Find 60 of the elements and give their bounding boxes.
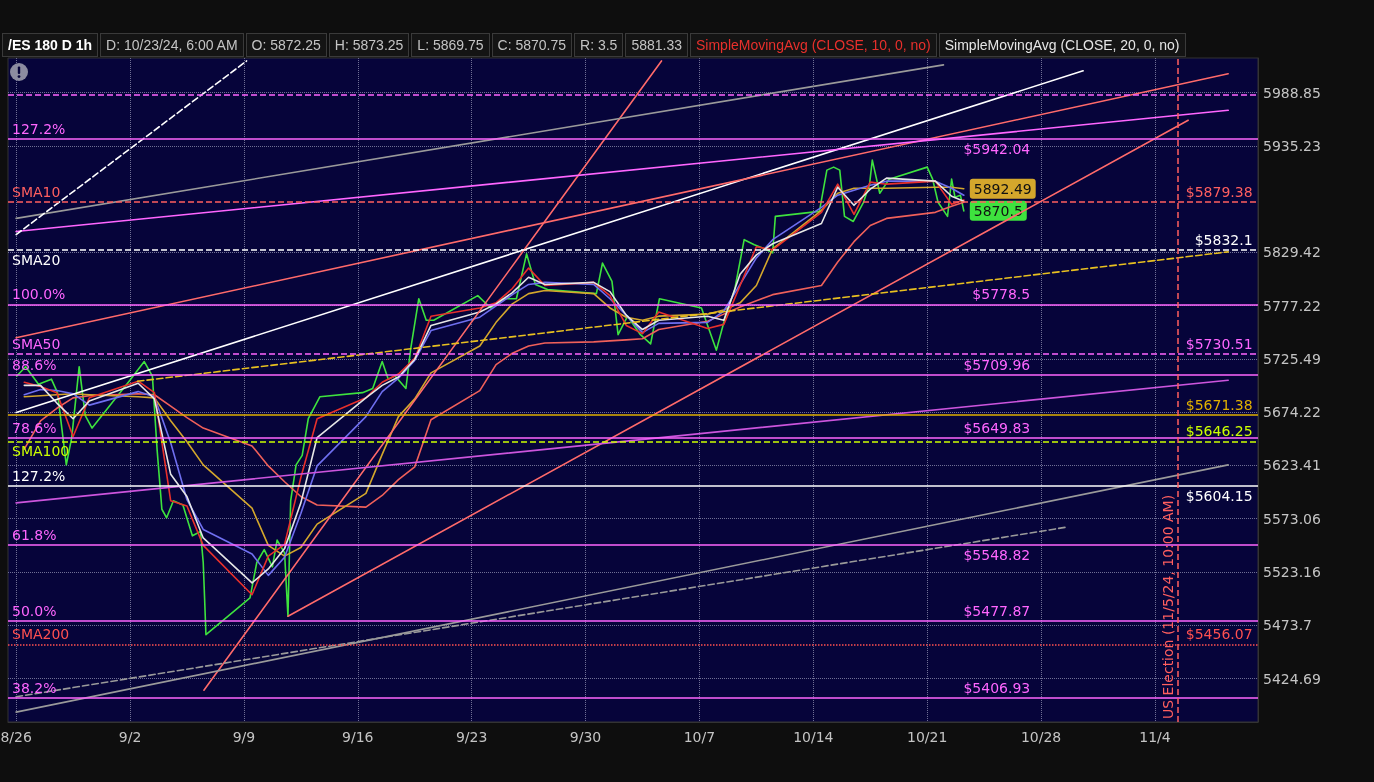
y-tick-label: 5424.69 — [1263, 670, 1321, 687]
x-tick-label: 9/9 — [232, 729, 256, 745]
annotation: 100.0% — [12, 286, 66, 303]
annotation: $5832.1 — [1194, 231, 1253, 248]
annotation: 61.8% — [12, 526, 57, 543]
y-tick-label: 5573.06 — [1263, 510, 1321, 527]
ref-line-label: US Election (11/5/24, 10:00 AM) — [1160, 494, 1177, 719]
x-tick-label: 8/26 — [0, 729, 32, 745]
y-tick-label: 5725.49 — [1263, 350, 1321, 367]
annotation: 127.2% — [12, 121, 66, 138]
text: C: 5870.75 — [491, 33, 573, 57]
annotation: 127.2% — [12, 467, 66, 484]
y-tick-label: 5988.85 — [1263, 84, 1321, 101]
text: H: 5873.25 — [328, 33, 410, 57]
x-tick-label: 10/21 — [907, 729, 948, 745]
annotation: $5671.38 — [1185, 397, 1253, 414]
data-label: 5870.5 — [973, 202, 1023, 219]
annotation: SMA20 — [12, 251, 61, 268]
x-tick-label: 9/2 — [118, 729, 142, 745]
annotation: SMA10 — [12, 183, 61, 200]
annotation: $5649.83 — [963, 419, 1031, 436]
annotation: $5730.51 — [1185, 335, 1253, 352]
annotation: $5942.04 — [963, 141, 1031, 158]
annotation: $5879.38 — [1185, 183, 1253, 200]
text: O: 5872.25 — [245, 33, 327, 57]
x-tick-label: 11/4 — [1139, 729, 1171, 745]
x-tick-label: 9/30 — [569, 729, 602, 745]
text: L: 5869.75 — [411, 33, 490, 57]
x-tick-label: 10/28 — [1020, 729, 1062, 745]
text: 5881.33 — [625, 33, 688, 57]
y-tick-label: 5473.7 — [1263, 617, 1312, 634]
annotation: 38.2% — [12, 679, 57, 696]
annotation: $5548.82 — [963, 546, 1031, 563]
x-tick-label: 9/16 — [342, 729, 374, 745]
annotation: $5456.07 — [1185, 626, 1253, 643]
x-tick-label: 10/14 — [793, 729, 834, 745]
annotation: $5709.96 — [963, 357, 1031, 374]
annotation: $5406.93 — [963, 679, 1031, 696]
annotation: SMA200 — [12, 626, 70, 643]
y-tick-label: 5829.42 — [1263, 244, 1321, 261]
annotation: $5646.25 — [1185, 423, 1253, 440]
x-tick-label: 10/7 — [683, 729, 716, 745]
annotation: SMA50 — [12, 335, 61, 352]
y-tick-label: 5935.23 — [1263, 137, 1321, 154]
text: SimpleMovingAvg (CLOSE, 10, 0, no) — [690, 33, 937, 57]
annotation: $5477.87 — [963, 602, 1031, 619]
text: SimpleMovingAvg (CLOSE, 20, 0, no) — [938, 33, 1186, 57]
text: R: 3.5 — [574, 33, 624, 57]
annotation: 50.0% — [12, 602, 57, 619]
annotation: $5604.15 — [1185, 487, 1253, 504]
text: D: 10/23/24, 6:00 AM — [100, 33, 244, 57]
chart-title: /ES 180 D 1h — [2, 33, 99, 57]
annotation: 88.6% — [12, 357, 57, 374]
y-tick-label: 5623.41 — [1263, 457, 1321, 474]
y-tick-label: 5777.22 — [1263, 297, 1321, 314]
y-tick-label: 5523.16 — [1263, 563, 1321, 580]
data-label: 5892.49 — [973, 180, 1032, 197]
annotation: $5778.5 — [972, 286, 1031, 303]
x-tick-label: 9/23 — [455, 729, 488, 745]
y-tick-label: 5674.22 — [1263, 404, 1321, 421]
